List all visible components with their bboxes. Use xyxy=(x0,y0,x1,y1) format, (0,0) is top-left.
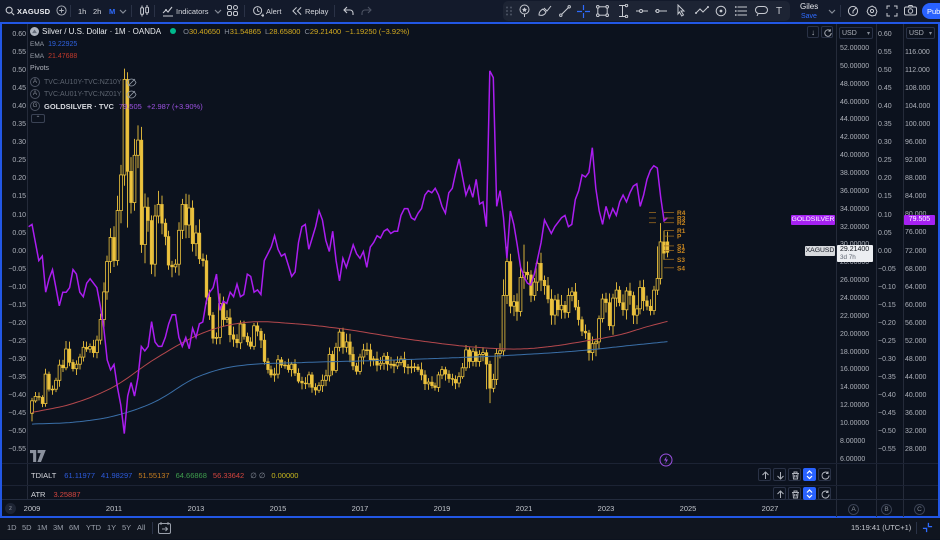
svg-text:P: P xyxy=(677,234,682,241)
svg-text:S3: S3 xyxy=(677,257,685,264)
svg-text:S2: S2 xyxy=(677,248,685,255)
svg-text:R2: R2 xyxy=(677,220,686,227)
svg-text:S4: S4 xyxy=(677,265,685,272)
svg-text:R1: R1 xyxy=(677,228,686,235)
svg-text:S1: S1 xyxy=(677,243,685,250)
svg-text:R4: R4 xyxy=(677,210,686,217)
svg-text:R3: R3 xyxy=(677,216,686,223)
